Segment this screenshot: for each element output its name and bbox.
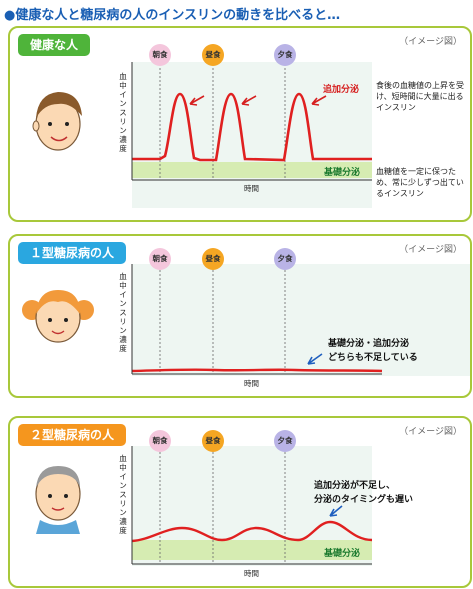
arrow-icon [311,95,327,106]
label-additional: 追加分泌 [323,85,360,95]
meal-lunch-icon: 昼食 [202,44,224,66]
arrow-icon [189,95,205,106]
meal-lunch-icon: 昼食 [202,248,224,270]
x-axis-label: 時間 [244,379,259,388]
x-axis-label: 時間 [244,184,259,193]
y-axis-label: 血中インスリン濃度 [119,454,127,535]
meal-breakfast-icon: 朝食 [149,430,171,452]
panel-tag: ２型糖尿病の人 [18,424,127,446]
y-axis-label: 血中インスリン濃度 [119,272,127,353]
image-note: （イメージ図） [399,245,462,255]
annotation-line1: 基礎分泌・追加分泌 [328,339,410,349]
y-axis-label: 血中インスリン濃度 [119,72,127,153]
insulin-curve [131,520,373,543]
page-title: ●健康な人と糖尿病の人のインスリンの動きを比べると… [4,8,341,23]
insulin-curve [132,92,372,162]
insulin-curve [131,368,383,373]
note-basal: 血糖値を一定に保つため、常に少しずつ出ているインスリン [376,167,464,198]
arrow-icon [329,505,343,517]
label-basal: 基礎分泌 [324,549,361,559]
annotation-line2: 分泌のタイミングも遅い [314,495,414,505]
meal-dinner-icon: 夕食 [274,248,296,270]
graph-healthy [131,62,372,208]
panel-tag: 健康な人 [18,34,91,56]
meal-dinner-icon: 夕食 [274,44,296,66]
meal-lunch-icon: 昼食 [202,430,224,452]
arrow-icon [241,95,257,106]
graph-type2 [131,446,373,566]
image-note: （イメージ図） [399,427,462,437]
arrow-icon [307,353,323,365]
avatar-type2 [35,466,81,534]
panel-type1: １型糖尿病の人 （イメージ図） 朝食 昼食 夕食 血中インスリン濃度 時間 基礎… [8,234,472,398]
avatar-healthy [32,92,82,151]
annotation-line1: 追加分泌が不足し、 [314,481,396,491]
annotation-line2: どちらも不足している [328,353,418,363]
panel-healthy: 健康な人 （イメージ図） 朝食 昼食 夕食 血中インスリン濃度 時間 追加分泌 … [8,26,472,222]
label-basal: 基礎分泌 [324,168,361,178]
note-additional: 食後の血糖値の上昇を受け、短時間に大量に出るインスリン [376,81,464,112]
meal-breakfast-icon: 朝食 [149,248,171,270]
avatar-type1 [22,290,94,343]
x-axis-label: 時間 [244,569,259,578]
image-note: （イメージ図） [399,37,462,47]
panel-type2: ２型糖尿病の人 （イメージ図） 朝食 昼食 夕食 血中インスリン濃度 時間 追加… [8,416,472,588]
graph-type1 [131,264,470,376]
meal-breakfast-icon: 朝食 [149,44,171,66]
panel-tag: １型糖尿病の人 [18,242,127,264]
meal-dinner-icon: 夕食 [274,430,296,452]
